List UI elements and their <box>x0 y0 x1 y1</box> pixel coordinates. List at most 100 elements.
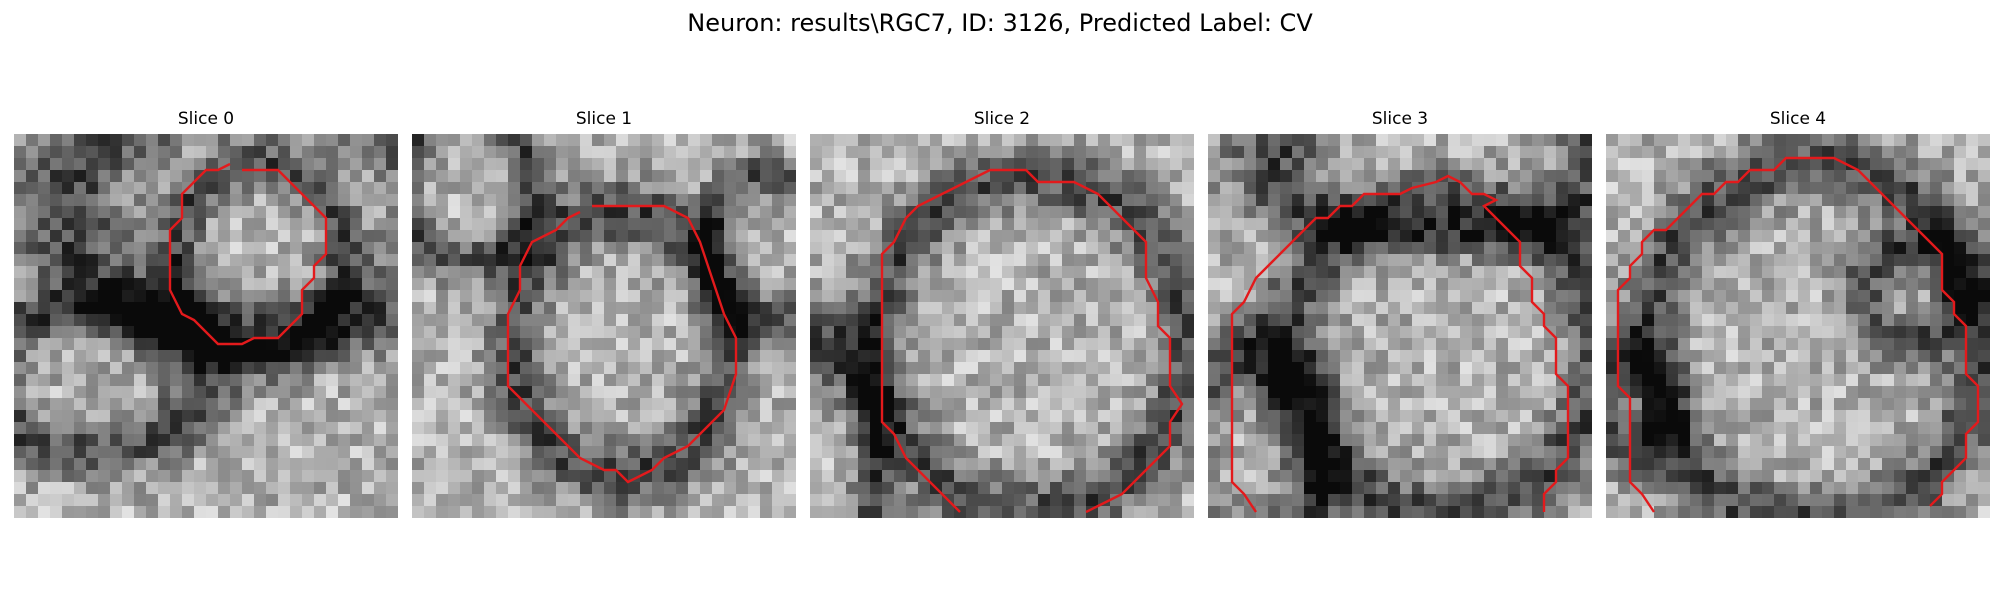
pixel <box>1798 170 1811 183</box>
pixel <box>302 506 315 518</box>
pixel <box>134 182 147 195</box>
pixel <box>412 386 425 399</box>
pixel <box>1424 206 1437 219</box>
pixel <box>1834 326 1847 339</box>
pixel <box>688 446 701 459</box>
pixel <box>1544 410 1557 423</box>
pixel <box>508 242 521 255</box>
pixel <box>978 338 991 351</box>
pixel <box>242 362 255 375</box>
pixel <box>362 506 375 518</box>
pixel <box>1786 206 1799 219</box>
pixel <box>1810 338 1823 351</box>
pixel <box>628 242 641 255</box>
pixel <box>966 254 979 267</box>
pixel <box>146 470 159 483</box>
pixel <box>1702 230 1715 243</box>
pixel <box>1448 506 1461 518</box>
pixel <box>1038 458 1051 471</box>
pixel <box>1352 458 1365 471</box>
pixel <box>1134 242 1147 255</box>
pixel <box>712 230 725 243</box>
pixel <box>314 290 327 303</box>
pixel <box>1942 278 1955 291</box>
pixel <box>1170 506 1183 518</box>
pixel <box>736 506 749 518</box>
pixel <box>990 194 1003 207</box>
pixel <box>1268 338 1281 351</box>
pixel <box>1580 302 1592 315</box>
pixel <box>1460 374 1473 387</box>
pixel <box>592 278 605 291</box>
pixel <box>122 350 135 363</box>
slice-image-3 <box>1208 134 1592 518</box>
pixel <box>760 434 773 447</box>
pixel <box>1556 194 1569 207</box>
pixel <box>62 398 75 411</box>
pixel <box>362 338 375 351</box>
pixel <box>1122 230 1135 243</box>
pixel <box>834 482 847 495</box>
pixel <box>760 326 773 339</box>
pixel <box>38 350 51 363</box>
pixel <box>1702 218 1715 231</box>
pixel <box>616 374 629 387</box>
pixel <box>1786 290 1799 303</box>
pixel <box>326 194 339 207</box>
pixel <box>182 458 195 471</box>
pixel <box>1002 470 1015 483</box>
pixel <box>1122 314 1135 327</box>
pixel <box>1580 458 1592 471</box>
pixel <box>1618 242 1631 255</box>
pixel <box>1170 494 1183 507</box>
pixel <box>290 506 303 518</box>
pixel <box>182 302 195 315</box>
pixel <box>918 146 931 159</box>
pixel <box>158 182 171 195</box>
pixel <box>1328 326 1341 339</box>
pixel <box>1762 458 1775 471</box>
pixel <box>1918 242 1931 255</box>
pixel <box>1340 302 1353 315</box>
pixel <box>1086 194 1099 207</box>
pixel <box>448 170 461 183</box>
pixel <box>1678 146 1691 159</box>
pixel <box>386 446 398 459</box>
pixel <box>1280 206 1293 219</box>
pixel <box>146 218 159 231</box>
pixel <box>1678 242 1691 255</box>
pixel <box>1244 254 1257 267</box>
pixel <box>26 230 39 243</box>
pixel <box>544 278 557 291</box>
pixel <box>1520 458 1533 471</box>
pixel <box>412 434 425 447</box>
pixel <box>1750 458 1763 471</box>
pixel <box>1256 194 1269 207</box>
pixel <box>74 290 87 303</box>
pixel <box>1714 446 1727 459</box>
pixel <box>954 182 967 195</box>
pixel <box>1870 386 1883 399</box>
pixel <box>326 470 339 483</box>
pixel <box>1472 410 1485 423</box>
pixel <box>652 266 665 279</box>
pixel <box>326 302 339 315</box>
pixel <box>978 278 991 291</box>
pixel <box>724 470 737 483</box>
pixel <box>1618 398 1631 411</box>
pixel <box>1642 434 1655 447</box>
pixel <box>1388 470 1401 483</box>
pixel <box>1508 482 1521 495</box>
pixel <box>1484 362 1497 375</box>
pixel <box>810 350 823 363</box>
pixel <box>1352 482 1365 495</box>
pixel <box>822 206 835 219</box>
pixel <box>1388 434 1401 447</box>
pixel <box>1822 446 1835 459</box>
pixel <box>810 290 823 303</box>
pixel <box>98 482 111 495</box>
pixel <box>772 302 785 315</box>
pixel <box>1122 362 1135 375</box>
pixel <box>1400 194 1413 207</box>
pixel <box>194 506 207 518</box>
